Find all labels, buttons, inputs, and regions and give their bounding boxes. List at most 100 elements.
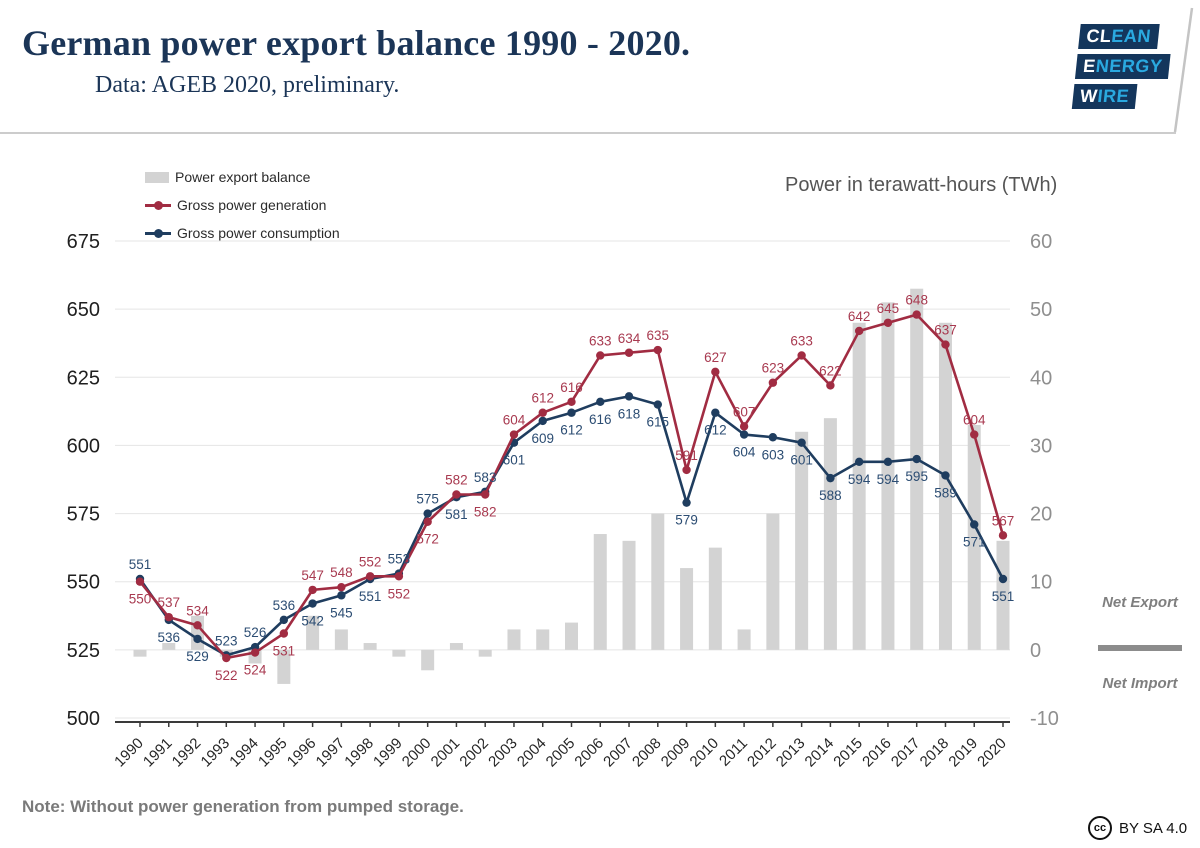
export-balance-bar: [478, 649, 492, 657]
svg-text:30: 30: [1030, 435, 1052, 457]
generation-value-label: 552: [359, 554, 382, 569]
generation-value-label: 522: [215, 668, 238, 683]
generation-value-label: 616: [560, 380, 583, 395]
logo-row-wire: WIRE: [1071, 84, 1138, 109]
consumption-value-label: 529: [186, 649, 209, 664]
consumption-value-label: 594: [848, 472, 871, 487]
consumption-value-label: 609: [531, 431, 554, 446]
year-label: 2014: [802, 735, 838, 771]
year-label: 1993: [198, 735, 234, 771]
year-label: 2004: [514, 735, 550, 771]
svg-text:625: 625: [67, 367, 100, 389]
consumption-value-label: 604: [733, 445, 756, 460]
consumption-line-point: [308, 599, 317, 608]
logo-row-clean: CLEAN: [1078, 24, 1160, 49]
consumption-value-label: 551: [992, 589, 1015, 604]
consumption-value-label: 594: [877, 472, 900, 487]
consumption-value-label: 542: [301, 614, 324, 629]
generation-value-label: 622: [819, 363, 842, 378]
consumption-line-point: [883, 457, 893, 466]
consumption-line-point: [912, 454, 921, 464]
consumption-value-label: 551: [359, 589, 382, 604]
consumption-line-point: [193, 634, 202, 644]
logo-text: IRE: [1096, 86, 1131, 106]
consumption-line-point: [768, 433, 778, 442]
export-balance-bar: [507, 629, 521, 650]
generation-line-point: [481, 490, 490, 499]
generation-line-point: [653, 345, 662, 355]
generation-value-label: 604: [963, 413, 986, 428]
year-label: 2020: [974, 735, 1010, 771]
generation-line-point: [394, 572, 404, 581]
year-label: 1990: [111, 735, 147, 771]
net-import-label: Net Import: [1102, 675, 1178, 692]
export-balance-bar: [622, 540, 636, 650]
svg-text:575: 575: [67, 504, 100, 526]
export-balance-bar: [593, 534, 607, 650]
consumption-value-label: 571: [963, 534, 986, 549]
generation-value-label: 607: [733, 404, 756, 419]
generation-value-label: 623: [762, 361, 785, 376]
legend-item-export-balance: Power export balance: [145, 163, 340, 191]
consumption-line-point: [826, 473, 835, 483]
clean-energy-wire-logo: CLEAN ENERGY WIRE: [1071, 24, 1173, 114]
generation-line-point: [452, 490, 461, 499]
net-flow-annotation: Net Export Net Import: [1098, 594, 1182, 692]
consumption-line-point: [538, 416, 547, 426]
generation-value-label: 547: [301, 568, 324, 583]
net-zero-divider: [1098, 645, 1182, 651]
export-balance-bar: [191, 615, 205, 650]
svg-text:650: 650: [67, 299, 100, 321]
consumption-value-label: 589: [934, 485, 957, 500]
generation-line-point: [739, 422, 749, 431]
year-label: 2018: [917, 735, 953, 771]
svg-text:60: 60: [1030, 231, 1052, 253]
export-balance-bar: [680, 568, 694, 650]
export-balance-bar: [162, 643, 176, 650]
generation-value-label: 633: [589, 333, 612, 348]
x-axis: 1990199119921993199419951996199719981999…: [111, 721, 1010, 771]
generation-line-point: [624, 348, 634, 357]
consumption-value-label: 588: [819, 488, 842, 503]
generation-line-point: [538, 408, 547, 417]
chart-legend: Power export balance Gross power generat…: [145, 163, 340, 247]
year-label: 2019: [945, 735, 981, 771]
year-label: 1992: [169, 735, 205, 771]
export-balance-bar: [651, 513, 665, 650]
logo-text: NERGY: [1094, 56, 1164, 76]
year-label: 2013: [773, 735, 809, 771]
legend-item-generation: Gross power generation: [145, 191, 340, 219]
year-label: 2009: [658, 735, 694, 771]
consumption-value-label: 536: [273, 598, 296, 613]
consumption-value-label: 601: [503, 453, 526, 468]
consumption-value-label: 612: [560, 423, 583, 438]
generation-line-point: [164, 612, 173, 622]
year-label: 2011: [716, 735, 751, 770]
line-swatch-icon: [145, 200, 171, 211]
generation-value-label: 582: [445, 472, 468, 487]
consumption-line-point: [711, 408, 720, 417]
year-label: 2017: [888, 735, 924, 771]
generation-value-label: 534: [186, 603, 209, 618]
consumption-value-label: 545: [330, 605, 353, 620]
consumption-line-point: [624, 392, 634, 401]
year-label: 1991: [140, 735, 176, 771]
consumption-line-point: [739, 430, 749, 439]
export-balance-bar: [133, 649, 147, 657]
consumption-line-point: [682, 498, 691, 507]
legend-label: Gross power consumption: [177, 225, 340, 241]
logo-text: EAN: [1110, 26, 1153, 46]
generation-line-point: [135, 577, 145, 586]
consumption-value-label: 536: [158, 630, 181, 645]
logo-text: W: [1079, 86, 1099, 106]
export-balance-bar: [967, 424, 981, 650]
year-label: 2010: [687, 735, 723, 771]
svg-text:550: 550: [67, 572, 100, 594]
export-balance-bar: [363, 643, 377, 650]
generation-line-point: [509, 430, 519, 439]
generation-line-point: [711, 367, 720, 377]
cc-icon: cc: [1088, 816, 1112, 840]
generation-value-label: 634: [618, 331, 641, 346]
year-label: 2007: [600, 735, 636, 771]
